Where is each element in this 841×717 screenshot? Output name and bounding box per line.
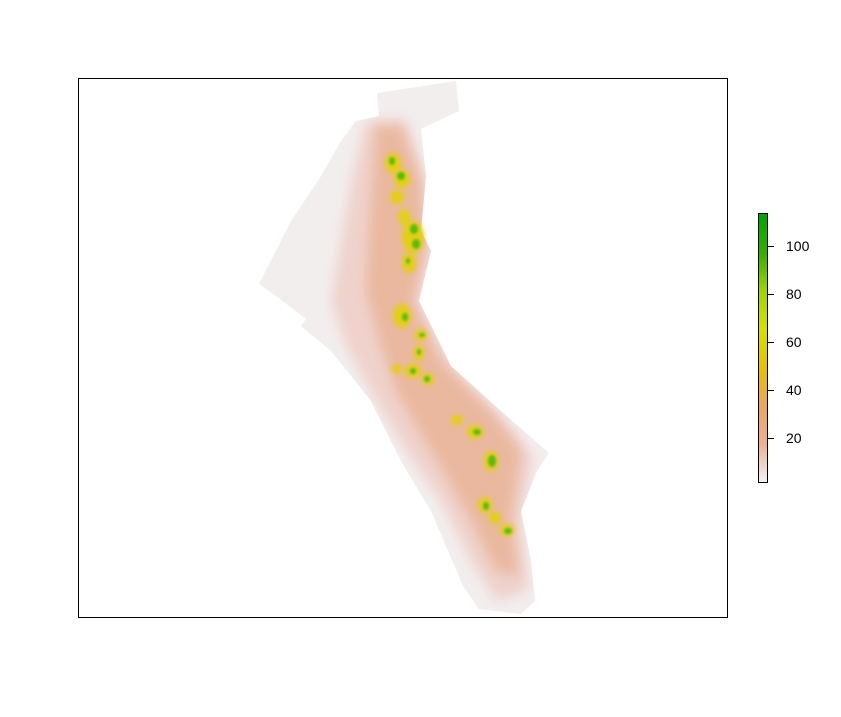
legend-tick-60 bbox=[768, 342, 774, 344]
peak-elevation-patches bbox=[389, 157, 512, 534]
legend-tick-label: 80 bbox=[786, 286, 802, 303]
legend-tick-label: 40 bbox=[786, 381, 802, 398]
legend-tick-label: 20 bbox=[786, 429, 802, 446]
legend-tick-100 bbox=[768, 246, 774, 248]
map-plot-area bbox=[78, 78, 728, 618]
elevation-raster bbox=[259, 81, 549, 614]
legend-tick-label: 60 bbox=[786, 334, 802, 351]
legend-tick-80 bbox=[768, 294, 774, 296]
legend-tick-label: 100 bbox=[786, 238, 810, 255]
legend-tick-20 bbox=[768, 437, 774, 439]
legend-tick-40 bbox=[768, 389, 774, 391]
legend-color-bar bbox=[758, 213, 768, 483]
